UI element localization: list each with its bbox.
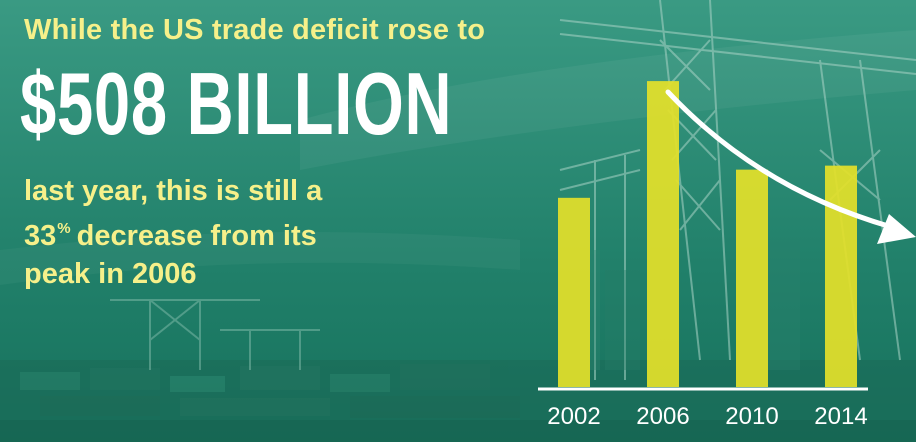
bar-2010	[736, 169, 768, 387]
headline-subtext: last year, this is still a 33% decrease f…	[24, 172, 322, 293]
decline-arrow-curve	[665, 89, 898, 231]
decline-arrow	[665, 89, 916, 244]
subtext-line-1: last year, this is still a	[24, 175, 323, 207]
subtext-line-2: 33% decrease from its	[24, 210, 322, 255]
bar-2006	[647, 81, 679, 387]
tick-label-2002: 2002	[547, 403, 600, 430]
crane-left	[110, 299, 320, 370]
bar-2002	[558, 197, 590, 387]
tick-label-2014: 2014	[814, 403, 867, 430]
percent-number: 33	[24, 220, 57, 252]
subtext-line-2-rest: decrease from its	[76, 220, 317, 252]
deficit-amount: $508 BILLION	[20, 54, 453, 153]
bar-series	[558, 81, 857, 387]
percent-symbol: %	[57, 220, 71, 237]
tick-label-2006: 2006	[636, 403, 689, 430]
tick-label-2010: 2010	[725, 403, 778, 430]
bar-2014	[825, 165, 857, 387]
subtext-line-3: peak in 2006	[24, 258, 197, 290]
container-yard	[0, 360, 916, 442]
decline-arrow-head	[877, 214, 916, 244]
headline-top-line: While the US trade deficit rose to	[24, 14, 486, 46]
x-axis-tick-labels: 2002 2006 2010 2014	[547, 403, 867, 430]
